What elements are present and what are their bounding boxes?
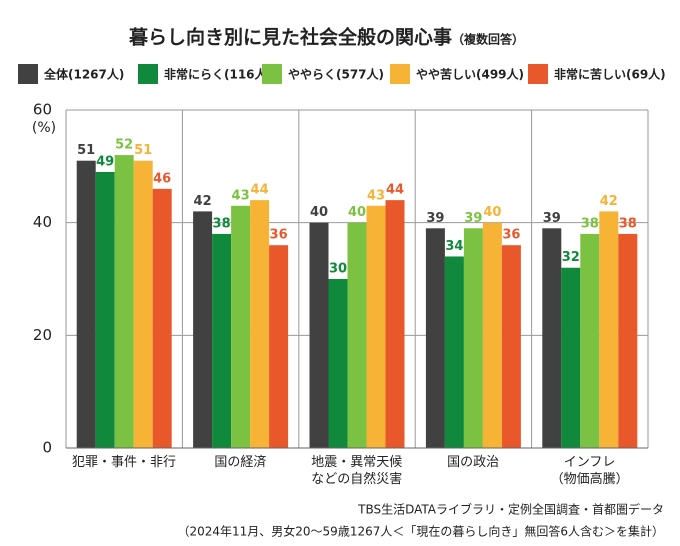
- x-tick-label: インフレ （物価高騰）: [550, 455, 629, 487]
- bar: [309, 222, 329, 448]
- legend-label: ややらく(577人): [288, 67, 384, 82]
- bar: [193, 211, 213, 448]
- bar: [76, 160, 96, 448]
- bar: [482, 222, 502, 448]
- x-tick-label: 犯罪・事件・非行: [71, 455, 176, 470]
- value-label: 43: [367, 188, 385, 203]
- value-label: 44: [386, 183, 404, 198]
- value-label: 44: [251, 183, 269, 198]
- bar: [114, 155, 134, 449]
- y-tick-label: 40: [33, 213, 52, 231]
- value-label: 38: [619, 216, 637, 231]
- legend-swatch: [390, 64, 410, 84]
- value-label: 34: [445, 239, 463, 254]
- value-label: 32: [562, 250, 580, 265]
- value-label: 38: [581, 216, 599, 231]
- legend-swatch: [18, 64, 38, 84]
- x-tick-label: 国の経済: [214, 455, 267, 470]
- chart-title: 暮らし向き別に見た社会全般の関心事: [128, 26, 452, 49]
- bar: [463, 228, 483, 448]
- source: TBS生活DATAライブラリ・定例全国調査・首都圏データ: [357, 502, 664, 517]
- legend-label: 非常に苦しい(69人): [554, 67, 666, 82]
- bar: [425, 228, 445, 448]
- bar: [542, 228, 562, 448]
- value-label: 39: [426, 211, 444, 226]
- legend-swatch: [138, 64, 158, 84]
- x-tick-label: 国の政治: [447, 455, 500, 470]
- y-tick-label: 0: [42, 439, 52, 457]
- value-label: 52: [115, 138, 133, 153]
- value-label: 38: [213, 216, 231, 231]
- value-label: 46: [153, 171, 171, 186]
- bar: [133, 160, 153, 448]
- value-label: 49: [96, 154, 114, 169]
- value-label: 40: [348, 205, 366, 220]
- bar: [95, 171, 115, 448]
- bar: [347, 222, 367, 448]
- y-tick-label: 60: [33, 101, 52, 119]
- value-label: 36: [270, 228, 288, 243]
- legend-label: やや苦しい(499人): [416, 67, 524, 82]
- y-tick-label: 20: [33, 326, 52, 344]
- bar: [152, 188, 172, 448]
- bar: [618, 233, 638, 448]
- legend-label: 全体(1267人): [43, 67, 124, 82]
- value-label: 39: [464, 211, 482, 226]
- value-label: 36: [502, 228, 520, 243]
- value-label: 40: [483, 205, 501, 220]
- value-label: 40: [310, 205, 328, 220]
- value-label: 42: [194, 194, 212, 209]
- bar: [231, 205, 251, 448]
- value-label: 39: [543, 211, 561, 226]
- bar: [366, 205, 386, 448]
- source: （2024年11月、男女20～59歳1267人＜「現在の暮らし向き」無回答6人含…: [177, 524, 664, 539]
- y-unit: (%): [32, 120, 56, 136]
- x-tick-label: 地震・異常天候 などの自然災害: [311, 455, 403, 487]
- bar: [580, 233, 600, 448]
- bar: [561, 267, 581, 448]
- bar: [501, 245, 521, 448]
- chart-subtitle: （複数回答）: [452, 32, 524, 47]
- bar: [250, 200, 270, 448]
- legend-label: 非常にらく(116人): [164, 67, 272, 82]
- legend-swatch: [262, 64, 282, 84]
- value-label: 30: [329, 262, 347, 277]
- value-label: 51: [77, 143, 95, 158]
- bar: [269, 245, 289, 448]
- bar: [444, 256, 464, 448]
- bar: [328, 279, 348, 448]
- bar: [385, 200, 405, 448]
- value-label: 51: [134, 143, 152, 158]
- bar: [599, 211, 619, 448]
- value-label: 43: [232, 188, 250, 203]
- bar: [212, 233, 232, 448]
- legend-swatch: [528, 64, 548, 84]
- value-label: 42: [600, 194, 618, 209]
